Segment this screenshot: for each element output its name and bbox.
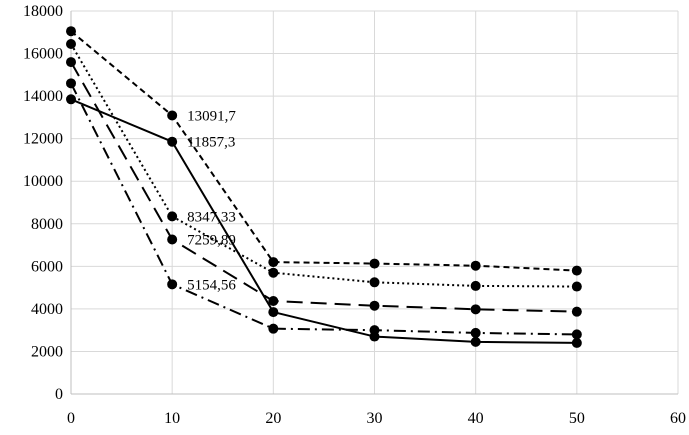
y-tick-label: 12000 bbox=[23, 131, 63, 148]
data-label: 5154,56 bbox=[187, 277, 236, 293]
data-label: 11857,3 bbox=[187, 135, 235, 151]
data-label: 8347,33 bbox=[187, 209, 236, 225]
data-point bbox=[470, 327, 481, 338]
series-line-solid bbox=[70, 98, 577, 344]
data-point bbox=[66, 38, 76, 49]
data-label: 13091,7 bbox=[187, 108, 236, 124]
data-point bbox=[571, 329, 582, 340]
data-point bbox=[268, 323, 279, 334]
y-tick-label: 8000 bbox=[31, 216, 63, 233]
y-tick-label: 0 bbox=[55, 386, 63, 403]
data-point bbox=[470, 336, 481, 347]
data-point bbox=[167, 110, 178, 121]
data-point bbox=[571, 337, 582, 348]
markers-group bbox=[66, 26, 582, 348]
data-point bbox=[369, 325, 380, 336]
data-point bbox=[470, 260, 481, 271]
data-point bbox=[167, 211, 178, 222]
series-line-long-dash bbox=[70, 61, 577, 313]
y-tick-label: 2000 bbox=[31, 343, 63, 360]
data-point bbox=[571, 265, 582, 276]
axes bbox=[70, 11, 678, 395]
data-point bbox=[268, 307, 279, 318]
data-point bbox=[167, 279, 178, 290]
y-tick-label: 4000 bbox=[31, 301, 63, 318]
x-tick-label: 0 bbox=[67, 410, 75, 427]
data-point bbox=[571, 281, 582, 292]
data-point bbox=[268, 296, 279, 307]
series-line-dotted bbox=[70, 43, 577, 288]
data-point bbox=[167, 136, 178, 147]
data-point bbox=[268, 267, 279, 278]
x-tick-label: 60 bbox=[670, 410, 686, 427]
x-tick-label: 50 bbox=[569, 410, 585, 427]
data-point bbox=[369, 258, 380, 269]
data-labels: 13091,7 11857,3 8347,33 7259,89 5154,56 bbox=[187, 108, 236, 293]
data-point bbox=[66, 26, 76, 37]
x-tick-label: 10 bbox=[164, 410, 180, 427]
series-line-dash-dot bbox=[70, 82, 577, 336]
data-point bbox=[470, 280, 481, 291]
data-point bbox=[66, 94, 76, 105]
tick-labels: 0 2000 4000 6000 8000 10000 12000 14000 16000 180… bbox=[23, 3, 686, 427]
x-tick-label: 20 bbox=[265, 410, 281, 427]
data-point bbox=[369, 300, 380, 311]
y-tick-label: 6000 bbox=[31, 258, 63, 275]
y-tick-label: 16000 bbox=[23, 46, 63, 63]
data-label: 7259,89 bbox=[187, 233, 236, 249]
data-point bbox=[470, 304, 481, 315]
data-point bbox=[66, 78, 76, 89]
data-point bbox=[268, 257, 279, 268]
series-group bbox=[70, 30, 577, 344]
series-line-short-dash bbox=[70, 30, 577, 272]
y-tick-label: 10000 bbox=[23, 173, 63, 190]
x-tick-label: 30 bbox=[367, 410, 383, 427]
data-point bbox=[66, 57, 76, 68]
data-point bbox=[167, 234, 178, 245]
data-point bbox=[369, 277, 380, 288]
data-point bbox=[571, 306, 582, 317]
x-tick-label: 40 bbox=[468, 410, 484, 427]
y-tick-label: 18000 bbox=[23, 3, 63, 20]
y-tick-label: 14000 bbox=[23, 88, 63, 105]
